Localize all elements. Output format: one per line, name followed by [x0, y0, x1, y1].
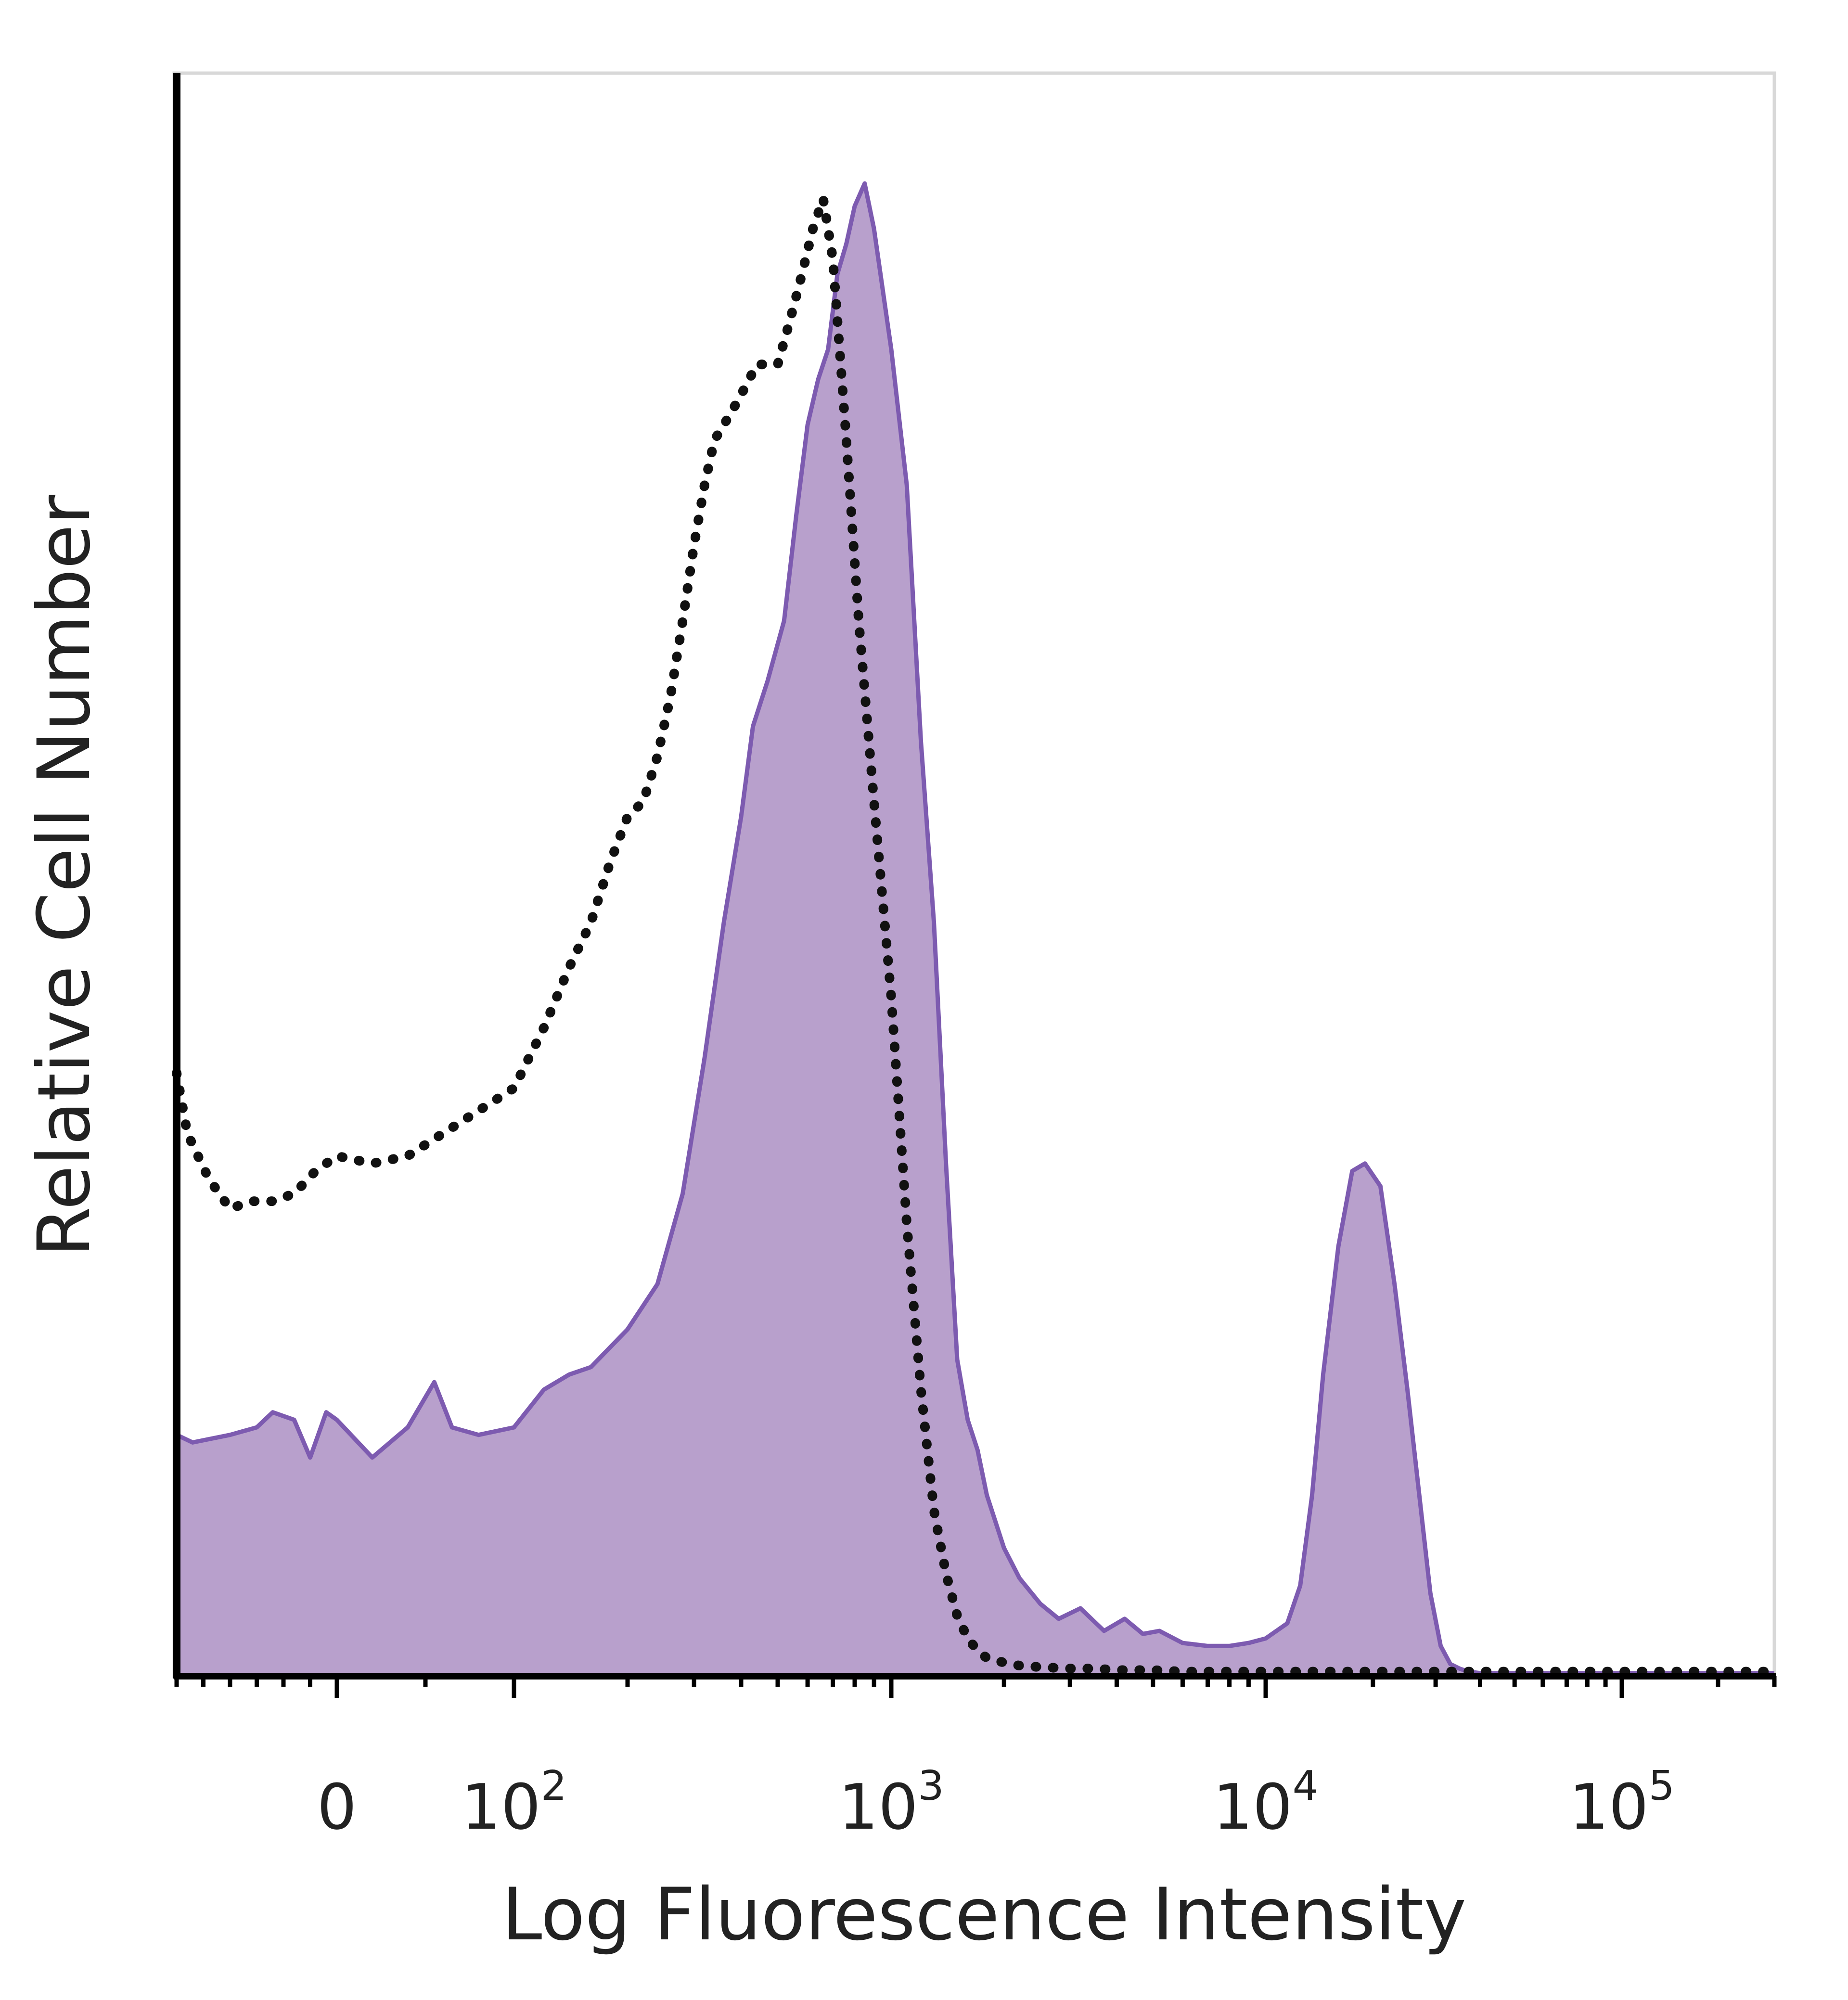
x-tick-label-base: 10 — [1569, 1770, 1648, 1844]
x-tick-label: 102 — [461, 1762, 567, 1844]
x-tick-label-exponent: 5 — [1649, 1762, 1675, 1810]
series-layer — [172, 181, 1779, 1677]
sample-histogram-line — [176, 181, 1774, 1676]
x-tick-label-base: 10 — [461, 1770, 540, 1844]
x-tick-label: 104 — [1213, 1762, 1319, 1844]
x-tick-label-base: 10 — [838, 1770, 918, 1844]
x-tick-label: 0 — [317, 1770, 357, 1844]
x-axis-label: Log Fluorescence Intensity — [502, 1873, 1466, 1957]
x-tick-label: 103 — [838, 1762, 944, 1844]
x-tick-label: 105 — [1569, 1762, 1675, 1844]
x-tick-label-exponent: 3 — [918, 1762, 944, 1810]
x-tick-label-base: 10 — [1213, 1770, 1292, 1844]
y-axis-label: Relative Cell Number — [23, 495, 106, 1257]
sample-histogram-fill — [177, 183, 1774, 1676]
ticks-layer: 0 102 103 104 105 — [174, 1676, 1777, 1844]
x-tick-label-exponent: 2 — [541, 1762, 567, 1810]
x-tick-label-exponent: 4 — [1293, 1762, 1319, 1810]
axes-layer — [173, 73, 1776, 1679]
x-tick-label-base: 0 — [317, 1770, 357, 1844]
control-histogram-dotted-line — [172, 193, 1779, 1677]
